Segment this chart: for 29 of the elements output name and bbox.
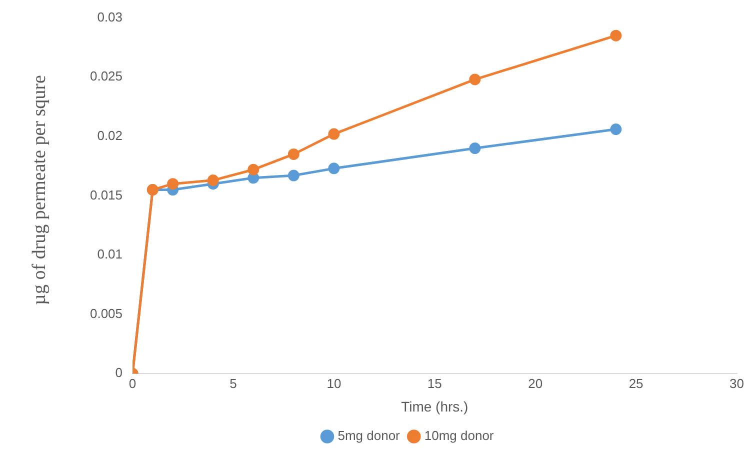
x-axis-title: Time (hrs.) <box>401 398 468 414</box>
point <box>328 128 340 140</box>
legend-label: 5mg donor <box>338 428 401 444</box>
x-tick-label: 15 <box>427 376 442 391</box>
y-axis-title: µg of drug permeate per squre <box>29 74 50 307</box>
point <box>610 124 622 136</box>
y-tick-label: 0.02 <box>97 128 123 143</box>
y-tick-label: 0.01 <box>97 246 123 262</box>
x-tick-label: 25 <box>628 376 644 391</box>
point <box>248 164 260 176</box>
point <box>328 162 340 174</box>
x-tick-label: 30 <box>730 376 744 391</box>
point <box>207 174 219 186</box>
x-tick-label: 20 <box>528 376 543 391</box>
point <box>288 148 300 160</box>
y-tick-label: 0.015 <box>90 187 123 202</box>
x-tick-label: 10 <box>326 376 342 391</box>
point <box>167 178 179 190</box>
point <box>469 142 481 154</box>
point <box>469 74 481 86</box>
x-tick-label: 0 <box>128 376 136 391</box>
y-tick-label: 0 <box>115 365 123 380</box>
y-tick-label: 0.025 <box>90 68 123 84</box>
x-tick-label: 5 <box>230 376 237 391</box>
y-tick-label: 0.03 <box>97 9 123 24</box>
y-tick-label: 0.005 <box>90 306 123 321</box>
legend-label: 10mg donor <box>424 428 494 444</box>
point <box>288 170 300 182</box>
point <box>610 30 622 42</box>
